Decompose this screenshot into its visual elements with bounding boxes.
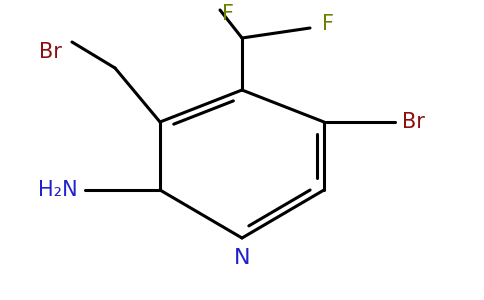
Text: Br: Br [39,42,62,62]
Text: Br: Br [402,112,425,132]
Text: F: F [222,4,234,24]
Text: N: N [234,248,250,268]
Text: H₂N: H₂N [38,180,78,200]
Text: F: F [322,14,334,34]
